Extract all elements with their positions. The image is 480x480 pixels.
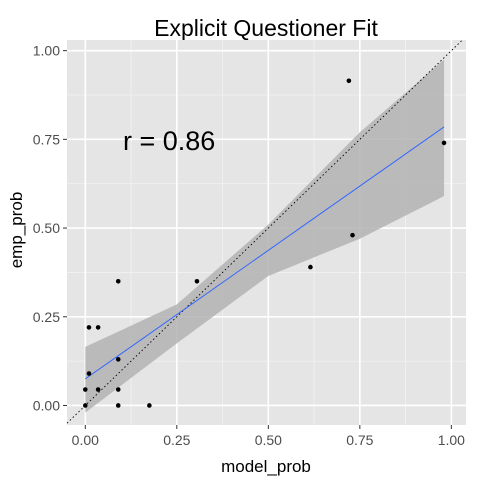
y-axis-title: emp_prob [7,192,26,269]
chart-title: Explicit Questioner Fit [154,15,378,41]
data-points [83,78,447,408]
y-tick-label: 0.00 [33,397,60,413]
data-point [194,278,200,284]
x-tick-label: 0.25 [163,432,190,448]
data-point [115,403,121,408]
data-point [95,387,101,392]
x-tick-label: 0.50 [255,432,282,448]
x-tick-label: 0.00 [72,432,99,448]
axis-ticks: 0.00 0.25 0.50 0.75 1.00 0.00 0.25 0.50 0.75 1.00 [33,43,465,448]
x-tick-label: 1.00 [438,432,465,448]
y-tick-label: 0.75 [33,131,60,147]
y-tick-label: 1.00 [33,43,60,59]
data-point [115,387,121,392]
data-point [86,371,92,376]
x-axis-title: model_prob [221,457,311,476]
y-tick-label: 0.25 [33,309,60,325]
data-point [308,264,313,270]
regression-line [85,126,445,380]
data-point [350,232,355,238]
data-point [115,278,121,284]
data-point [346,78,352,84]
correlation-annotation: r = 0.86 [123,126,215,156]
data-point [147,403,152,408]
data-point [83,403,88,408]
data-point [83,387,88,392]
x-tick-label: 0.75 [346,432,373,448]
data-point [115,357,121,362]
data-point [95,325,101,330]
fit-line-group [85,126,445,380]
y-tick-label: 0.50 [33,220,60,236]
data-point [86,325,92,330]
confidence-band [85,59,445,413]
confidence-band-group [85,59,445,413]
data-point [441,140,447,146]
